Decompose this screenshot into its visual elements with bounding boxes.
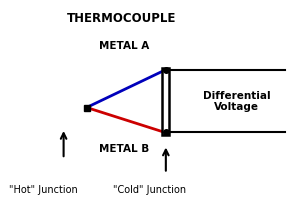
Text: METAL A: METAL A xyxy=(99,41,149,51)
Text: METAL B: METAL B xyxy=(99,144,149,154)
Text: Differential
Voltage: Differential Voltage xyxy=(202,91,270,112)
Text: "Hot" Junction: "Hot" Junction xyxy=(9,185,78,195)
Text: "Cold" Junction: "Cold" Junction xyxy=(113,185,187,195)
Bar xyxy=(162,68,169,135)
Text: THERMOCOUPLE: THERMOCOUPLE xyxy=(67,12,176,25)
